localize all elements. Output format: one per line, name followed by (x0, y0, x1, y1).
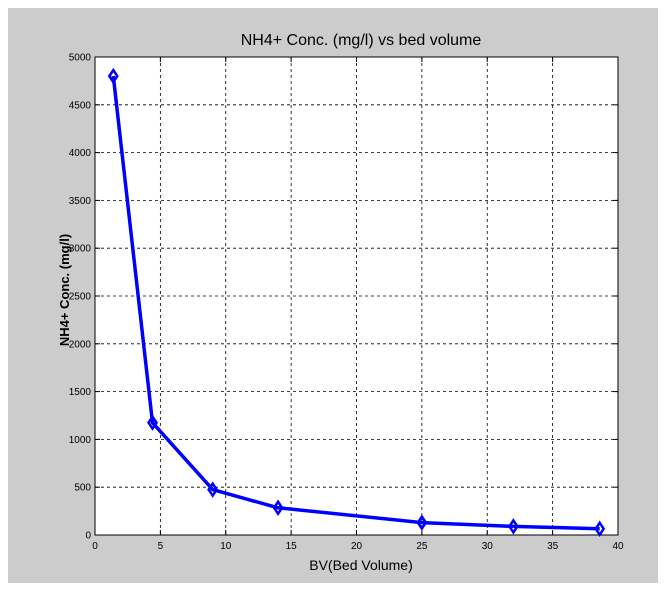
x-tick-label: 40 (612, 541, 624, 552)
y-tick-label: 4000 (69, 148, 92, 159)
x-tick-label: 25 (416, 541, 428, 552)
y-tick-label: 5000 (69, 53, 92, 64)
data-point-marker (272, 499, 284, 517)
y-tick-label: 4500 (69, 100, 92, 111)
x-tick-label: 10 (220, 541, 232, 552)
y-tick-label: 1000 (69, 435, 92, 446)
y-tick-label: 0 (85, 531, 91, 542)
x-tick-label: 15 (286, 541, 298, 552)
y-tick-label: 3000 (69, 244, 92, 255)
x-tick-label: 0 (92, 541, 98, 552)
y-axis-label: NH4+ Conc. (mg/l) (57, 234, 72, 346)
series-line (111, 75, 600, 531)
axis-ticks: 0 5 10 15 20 25 30 35 40 0 500 1000 1500 2000 2500 3000… (69, 53, 624, 553)
x-tick-label: 5 (158, 541, 164, 552)
y-tick-label: 2000 (69, 339, 92, 350)
y-tick-label: 500 (74, 483, 91, 494)
data-point-marker (107, 67, 119, 85)
x-tick-label: 30 (482, 541, 494, 552)
grid-lines (95, 57, 618, 535)
data-point-marker (507, 518, 519, 535)
y-tick-label: 1500 (69, 387, 92, 398)
line-chart: 0 5 10 15 20 25 30 35 40 0 500 1000 1500 2000 2500 3000… (57, 32, 624, 573)
chart-title: NH4+ Conc. (mg/l) vs bed volume (241, 32, 482, 49)
data-point-marker (416, 514, 428, 531)
x-tick-label: 20 (351, 541, 363, 552)
data-point-marker (147, 414, 159, 431)
figure-background: 0 5 10 15 20 25 30 35 40 0 500 1000 1500 2000 2500 3000… (8, 8, 658, 583)
x-tick-label: 35 (547, 541, 559, 552)
x-axis-label: BV(Bed Volume) (309, 557, 413, 573)
data-point-marker (594, 520, 606, 538)
series-layer (107, 67, 606, 538)
y-tick-label: 2500 (69, 292, 92, 303)
data-point-marker (207, 481, 219, 498)
y-tick-label: 3500 (69, 196, 92, 207)
